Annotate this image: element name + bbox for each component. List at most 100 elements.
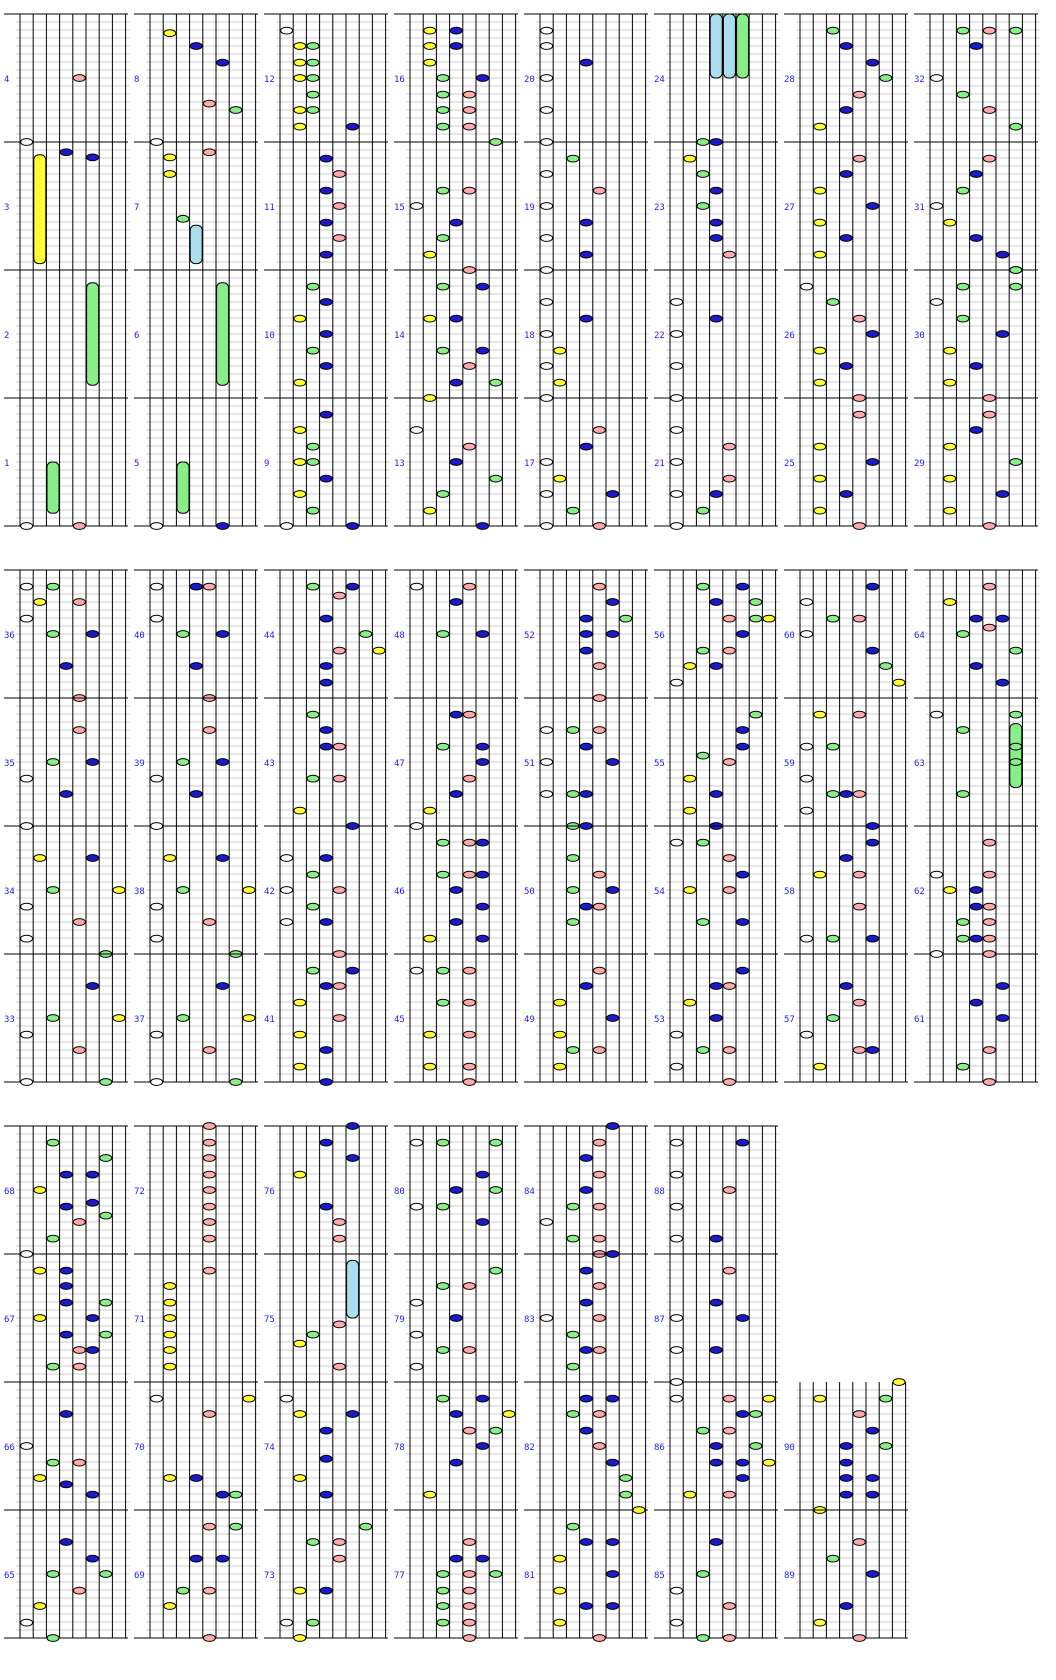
note bbox=[866, 1046, 880, 1054]
note bbox=[982, 870, 996, 879]
measure-14: 14 bbox=[394, 270, 520, 402]
note bbox=[20, 1030, 34, 1039]
measure-number: 24 bbox=[654, 75, 665, 85]
note bbox=[696, 838, 710, 847]
measure-number: 64 bbox=[914, 631, 925, 641]
note bbox=[216, 522, 230, 530]
measure-number: 42 bbox=[264, 887, 275, 897]
measure-73: 73 bbox=[264, 1510, 390, 1642]
note bbox=[736, 870, 750, 879]
note bbox=[436, 1602, 450, 1610]
note bbox=[762, 1394, 776, 1403]
note bbox=[150, 902, 164, 911]
note bbox=[280, 854, 294, 862]
measure-17: 17 bbox=[524, 398, 650, 530]
note bbox=[72, 1586, 86, 1595]
note bbox=[163, 1298, 177, 1307]
note bbox=[736, 1138, 750, 1147]
note bbox=[202, 1138, 216, 1147]
note bbox=[72, 726, 86, 734]
note bbox=[202, 726, 216, 734]
note bbox=[293, 1634, 307, 1642]
measure-59: 59 bbox=[784, 698, 910, 830]
note bbox=[553, 1554, 567, 1563]
note bbox=[319, 1586, 333, 1595]
note bbox=[216, 758, 230, 766]
note bbox=[553, 474, 567, 483]
note bbox=[462, 710, 476, 719]
note bbox=[449, 886, 463, 894]
measure-39: 39 bbox=[134, 694, 260, 830]
measure-71: 71 bbox=[134, 1254, 260, 1383]
measure-number: 86 bbox=[654, 1443, 665, 1453]
measure-78: 78 bbox=[394, 1382, 520, 1511]
measure-number: 28 bbox=[784, 75, 795, 85]
note bbox=[436, 966, 450, 975]
note bbox=[319, 186, 333, 195]
note bbox=[462, 186, 476, 195]
note bbox=[683, 886, 697, 894]
note bbox=[826, 1014, 840, 1022]
note bbox=[423, 1030, 437, 1039]
measure-number: 26 bbox=[784, 331, 795, 341]
measure-number: 15 bbox=[394, 203, 405, 213]
note bbox=[33, 854, 47, 862]
note bbox=[476, 1394, 490, 1403]
measure-28: 28 bbox=[784, 13, 910, 143]
note bbox=[229, 1078, 243, 1086]
note bbox=[462, 266, 476, 274]
note bbox=[202, 1634, 216, 1642]
note bbox=[670, 838, 684, 847]
note bbox=[839, 234, 853, 242]
note bbox=[319, 1454, 333, 1463]
note bbox=[476, 522, 490, 530]
note bbox=[293, 378, 307, 387]
long-note bbox=[736, 13, 750, 79]
note bbox=[1009, 266, 1023, 274]
measure-11: 11 bbox=[264, 142, 390, 271]
note bbox=[423, 314, 437, 323]
note bbox=[800, 934, 814, 943]
note bbox=[852, 710, 866, 719]
note bbox=[319, 330, 333, 338]
measure-79: 79 bbox=[394, 1254, 520, 1383]
measure-number: 51 bbox=[524, 759, 535, 769]
measure-number: 62 bbox=[914, 887, 925, 897]
note bbox=[813, 1062, 827, 1071]
note bbox=[813, 442, 827, 451]
note bbox=[709, 1346, 723, 1354]
note bbox=[436, 630, 450, 638]
note bbox=[462, 362, 476, 370]
note bbox=[826, 742, 840, 751]
note bbox=[59, 1202, 73, 1211]
note bbox=[852, 314, 866, 323]
measure-34: 34 bbox=[4, 826, 130, 955]
note bbox=[449, 378, 463, 387]
note bbox=[449, 42, 463, 50]
note bbox=[592, 1046, 606, 1054]
note bbox=[592, 1314, 606, 1322]
note bbox=[449, 1410, 463, 1418]
note bbox=[163, 170, 177, 178]
note bbox=[176, 1586, 190, 1595]
note bbox=[319, 474, 333, 483]
note bbox=[606, 1394, 620, 1403]
measure-number: 33 bbox=[4, 1015, 15, 1025]
note bbox=[736, 582, 750, 591]
measure-number: 46 bbox=[394, 887, 405, 897]
measure-number: 81 bbox=[524, 1571, 535, 1581]
note bbox=[293, 1170, 307, 1179]
note bbox=[332, 774, 346, 783]
note bbox=[99, 1078, 113, 1086]
note bbox=[332, 950, 346, 958]
note bbox=[540, 1218, 554, 1226]
note bbox=[72, 1218, 86, 1226]
note bbox=[969, 614, 983, 623]
note bbox=[670, 1138, 684, 1147]
note bbox=[293, 1410, 307, 1418]
note bbox=[696, 751, 710, 760]
note bbox=[423, 250, 437, 259]
note bbox=[579, 250, 593, 259]
measure-number: 40 bbox=[134, 631, 145, 641]
note bbox=[332, 1234, 346, 1243]
